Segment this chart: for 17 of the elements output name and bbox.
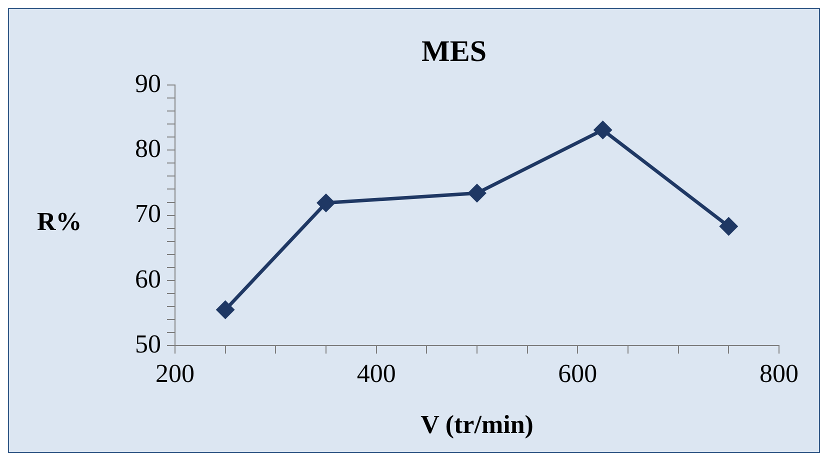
chart-title: MES [421, 34, 487, 68]
y-axis-title: R% [37, 207, 82, 237]
x-tick-label: 800 [760, 359, 798, 388]
point [216, 301, 234, 319]
x-tick-label: 400 [356, 359, 396, 388]
x-tick-label: 200 [156, 359, 194, 388]
y-tick-label: 90 [135, 68, 161, 98]
point [720, 218, 738, 236]
y-tick-label: 70 [135, 199, 161, 228]
y-tick-label: 50 [135, 329, 161, 358]
point [468, 184, 486, 202]
y-tick-label: 80 [135, 134, 161, 163]
point [594, 121, 612, 139]
y-tick-label: 60 [135, 264, 161, 294]
point [317, 194, 335, 212]
x-axis-title: V (tr/min) [420, 410, 534, 440]
x-tick-label: 600 [558, 359, 598, 388]
